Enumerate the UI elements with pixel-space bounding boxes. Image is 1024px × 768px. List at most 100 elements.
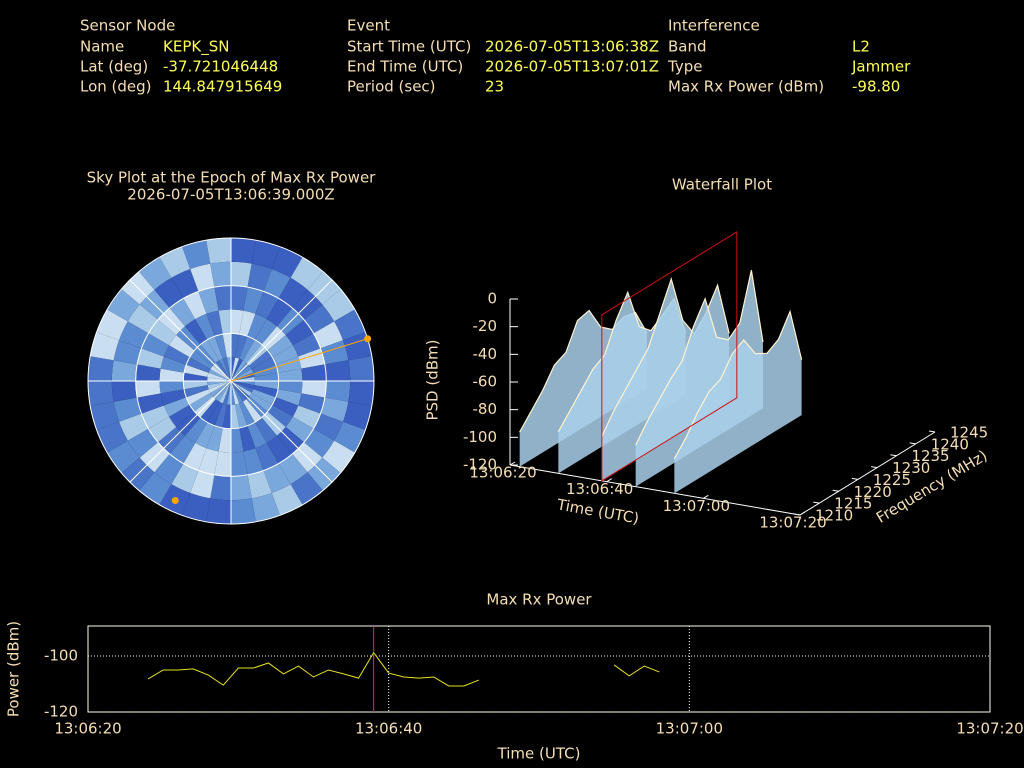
sky-cell <box>214 451 231 477</box>
z-tick-label: 0 <box>487 290 497 308</box>
y-tick <box>890 454 897 457</box>
sky-cell <box>119 321 149 349</box>
surface-ridge <box>673 309 803 460</box>
sky-cell <box>231 357 236 381</box>
sky-cell <box>255 442 279 471</box>
azimuth-spoke <box>230 279 333 382</box>
azimuth-spoke <box>230 380 333 483</box>
sky-cell <box>111 381 138 402</box>
sky-cell <box>231 381 254 393</box>
field-value: -37.721046448 <box>163 58 278 76</box>
sky-cell <box>169 335 195 358</box>
x-tick-label: 13:06:40 <box>566 480 633 498</box>
y-tick <box>813 501 820 504</box>
sky-cell <box>231 376 255 381</box>
chart-title: Waterfall Plot <box>672 176 772 194</box>
field-label: Max Rx Power (dBm) <box>668 78 824 96</box>
sky-cell <box>183 372 208 381</box>
sky-cell <box>154 454 184 485</box>
sky-cell <box>207 336 223 361</box>
z-tick-label: -40 <box>473 345 498 363</box>
sky-cell <box>90 401 119 430</box>
sky-cell <box>266 435 293 464</box>
sky-cell <box>159 368 185 381</box>
sky-cell <box>207 376 231 381</box>
sky-cell <box>253 385 278 398</box>
sky-cell <box>137 393 164 414</box>
sky-cell <box>292 333 321 357</box>
azimuth-spoke <box>129 279 232 382</box>
sky-cell <box>239 401 255 426</box>
sky-cell <box>190 263 215 292</box>
sky-cell <box>231 381 252 397</box>
sky-cell <box>251 357 276 373</box>
sky-cell <box>247 313 267 340</box>
sky-cell <box>275 356 302 373</box>
azimuth-spoke <box>129 380 232 483</box>
surface-ridge <box>635 270 764 446</box>
sky-cell <box>148 319 177 346</box>
sky-cell <box>231 285 248 311</box>
sky-cell <box>267 404 293 427</box>
z-tick-label: -120 <box>463 456 497 474</box>
sky-cell <box>251 389 276 405</box>
chart-title: Max Rx Power <box>486 591 592 609</box>
sky-cell <box>210 365 231 381</box>
sky-cell <box>208 369 231 381</box>
sky-cell <box>186 357 211 373</box>
sky-cell <box>208 381 231 393</box>
y-tick-label: 1230 <box>892 459 930 477</box>
field-value: KEPK_SN <box>163 38 229 57</box>
satellite-point <box>364 335 372 343</box>
sky-cell <box>247 422 267 449</box>
sky-cell <box>239 310 256 337</box>
sky-cell <box>96 309 128 341</box>
z-axis-title: PSD (dBm) <box>424 339 442 420</box>
z-tick-label: -60 <box>473 373 498 391</box>
sky-cell <box>231 404 240 429</box>
y-tick-label: -120 <box>44 703 78 721</box>
sky-cell <box>243 287 264 314</box>
z-tick-label: -80 <box>473 400 498 418</box>
sky-cell <box>231 381 243 404</box>
sky-cell <box>334 309 366 341</box>
sky-cell <box>348 356 374 381</box>
sky-cell <box>292 405 321 429</box>
sky-cell <box>159 246 191 278</box>
sky-cell <box>313 413 343 441</box>
field-value: Jammer <box>851 58 911 76</box>
y-tick-label: 1235 <box>911 447 949 465</box>
z-tick-label: -20 <box>473 317 498 335</box>
field-label: Band <box>668 38 707 56</box>
field-value: L2 <box>852 38 870 56</box>
y-tick-label: 1215 <box>834 495 872 513</box>
sky-cell <box>231 451 248 477</box>
sky-cell <box>182 240 211 269</box>
sky-cell <box>285 416 314 443</box>
chart-title: Sky Plot at the Epoch of Max Rx Power <box>87 169 377 187</box>
sky-cell <box>231 381 240 405</box>
field-label: Type <box>667 58 702 76</box>
sky-cell <box>207 401 223 426</box>
sky-cell <box>113 340 142 365</box>
satellite-point <box>171 497 179 505</box>
sky-cell <box>163 345 190 365</box>
sky-cell <box>111 360 138 381</box>
sky-cell <box>298 393 325 414</box>
sky-cell <box>222 333 231 358</box>
section-title: Interference <box>668 17 760 35</box>
sky-cell <box>113 397 142 422</box>
field-label: Lon (deg) <box>80 78 152 96</box>
sky-cell <box>169 435 196 464</box>
sky-cell <box>231 365 252 381</box>
sky-cell <box>235 334 248 359</box>
field-value: 2026-07-05T13:06:38Z <box>485 38 659 56</box>
sky-cell <box>135 381 161 398</box>
sky-cell <box>251 240 280 269</box>
sky-cell <box>119 413 149 441</box>
sky-cell <box>160 389 187 406</box>
field-label: Start Time (UTC) <box>347 38 471 56</box>
section-title: Sensor Node <box>80 17 175 35</box>
sky-cell <box>334 421 366 453</box>
x-tick-label: 13:07:20 <box>759 514 826 532</box>
